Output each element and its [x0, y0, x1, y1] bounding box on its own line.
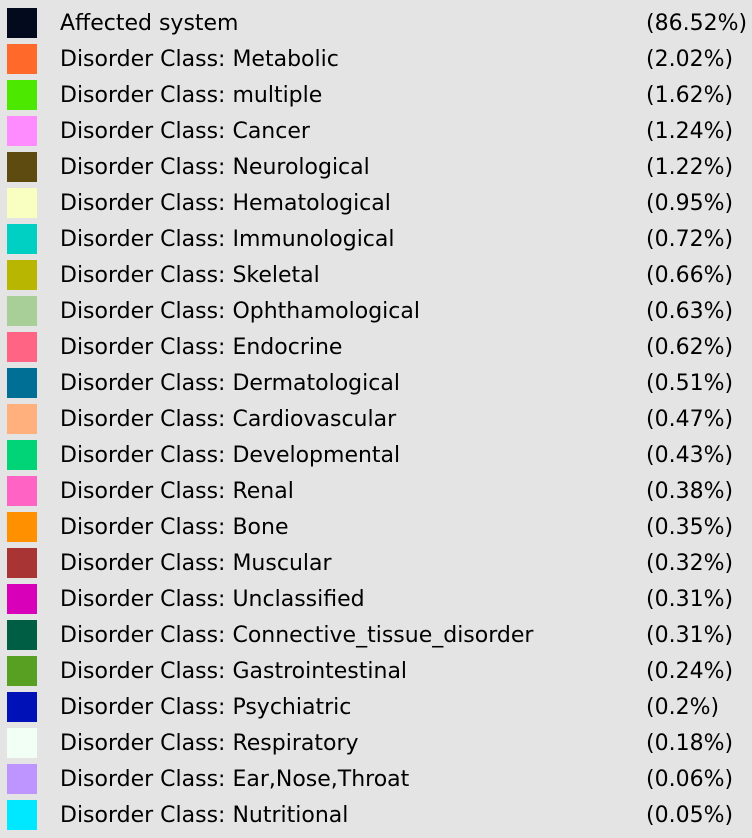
legend-item-label: Disorder Class: Metabolic	[60, 47, 339, 72]
color-swatch	[7, 188, 37, 218]
legend-item-percent: (86.52%)	[646, 11, 748, 36]
legend-item-label: Disorder Class: Ear,Nose,Throat	[60, 767, 410, 792]
color-swatch	[7, 692, 37, 722]
legend-item-percent: (0.43%)	[646, 443, 734, 468]
legend-item-label: Disorder Class: Neurological	[60, 155, 370, 180]
legend-item-percent: (0.51%)	[646, 371, 734, 396]
legend-item-percent: (0.62%)	[646, 335, 734, 360]
color-swatch	[7, 656, 37, 686]
legend-item-developmental: Disorder Class: Developmental (0.43%)	[0, 437, 752, 473]
legend-item-percent: (0.06%)	[646, 767, 734, 792]
color-swatch	[7, 764, 37, 794]
legend-item-respiratory: Disorder Class: Respiratory (0.18%)	[0, 725, 752, 761]
legend-item-percent: (2.02%)	[646, 47, 734, 72]
color-swatch	[7, 116, 37, 146]
legend-item-label: Disorder Class: Developmental	[60, 443, 401, 468]
legend-item-nutritional: Disorder Class: Nutritional (0.05%)	[0, 797, 752, 833]
color-swatch	[7, 152, 37, 182]
legend-item-percent: (0.35%)	[646, 515, 734, 540]
legend-item-label: Disorder Class: Cancer	[60, 119, 310, 144]
color-swatch	[7, 80, 37, 110]
legend-item-label: Disorder Class: Hematological	[60, 191, 391, 216]
legend-item-dermatological: Disorder Class: Dermatological (0.51%)	[0, 365, 752, 401]
legend-item-percent: (0.2%)	[646, 695, 720, 720]
color-swatch	[7, 224, 37, 254]
legend-item-percent: (0.66%)	[646, 263, 734, 288]
color-swatch	[7, 584, 37, 614]
legend-item-skeletal: Disorder Class: Skeletal (0.66%)	[0, 257, 752, 293]
legend-item-label: Disorder Class: Immunological	[60, 227, 395, 252]
legend-item-label: Disorder Class: Unclassified	[60, 587, 365, 612]
color-swatch	[7, 620, 37, 650]
legend-item-label: Disorder Class: Endocrine	[60, 335, 343, 360]
legend-item-label: Disorder Class: Gastrointestinal	[60, 659, 408, 684]
legend-item-label: Disorder Class: multiple	[60, 83, 323, 108]
legend-item-ophthamological: Disorder Class: Ophthamological (0.63%)	[0, 293, 752, 329]
legend-item-bone: Disorder Class: Bone (0.35%)	[0, 509, 752, 545]
color-swatch	[7, 296, 37, 326]
color-swatch	[7, 440, 37, 470]
legend-item-label: Disorder Class: Skeletal	[60, 263, 320, 288]
legend-item-percent: (0.47%)	[646, 407, 734, 432]
color-swatch	[7, 8, 37, 38]
color-swatch	[7, 404, 37, 434]
color-swatch	[7, 728, 37, 758]
color-swatch	[7, 260, 37, 290]
color-swatch	[7, 368, 37, 398]
legend-item-label: Disorder Class: Connective_tissue_disord…	[60, 623, 534, 648]
legend-item-percent: (1.62%)	[646, 83, 734, 108]
color-swatch	[7, 800, 37, 830]
legend-item-percent: (0.38%)	[646, 479, 734, 504]
legend-item-percent: (0.32%)	[646, 551, 734, 576]
legend-item-gastrointestinal: Disorder Class: Gastrointestinal (0.24%)	[0, 653, 752, 689]
legend-item-cancer: Disorder Class: Cancer (1.24%)	[0, 113, 752, 149]
legend-item-ear-nose-throat: Disorder Class: Ear,Nose,Throat (0.06%)	[0, 761, 752, 797]
legend-item-label: Disorder Class: Dermatological	[60, 371, 400, 396]
color-swatch	[7, 476, 37, 506]
legend-item-label: Disorder Class: Ophthamological	[60, 299, 420, 324]
legend-item-immunological: Disorder Class: Immunological (0.72%)	[0, 221, 752, 257]
legend-item-label: Disorder Class: Nutritional	[60, 803, 349, 828]
legend-item-cardiovascular: Disorder Class: Cardiovascular (0.47%)	[0, 401, 752, 437]
legend-item-connective-tissue-disorder: Disorder Class: Connective_tissue_disord…	[0, 617, 752, 653]
legend-item-percent: (0.24%)	[646, 659, 734, 684]
legend-item-percent: (0.18%)	[646, 731, 734, 756]
legend-item-percent: (1.22%)	[646, 155, 734, 180]
legend-item-hematological: Disorder Class: Hematological (0.95%)	[0, 185, 752, 221]
legend-item-percent: (0.72%)	[646, 227, 734, 252]
legend-item-label: Disorder Class: Renal	[60, 479, 294, 504]
color-swatch	[7, 548, 37, 578]
legend-item-percent: (0.95%)	[646, 191, 734, 216]
color-swatch	[7, 44, 37, 74]
legend-item-psychiatric: Disorder Class: Psychiatric (0.2%)	[0, 689, 752, 725]
legend-item-label: Affected system	[60, 11, 239, 36]
legend-item-metabolic: Disorder Class: Metabolic (2.02%)	[0, 41, 752, 77]
legend-item-label: Disorder Class: Bone	[60, 515, 289, 540]
legend-item-multiple: Disorder Class: multiple (1.62%)	[0, 77, 752, 113]
legend-item-unclassified: Disorder Class: Unclassified (0.31%)	[0, 581, 752, 617]
legend-item-percent: (0.31%)	[646, 587, 734, 612]
legend-item-affected-system: Affected system (86.52%)	[0, 5, 752, 41]
legend-item-endocrine: Disorder Class: Endocrine (0.62%)	[0, 329, 752, 365]
legend-item-label: Disorder Class: Psychiatric	[60, 695, 352, 720]
color-swatch	[7, 332, 37, 362]
legend-item-percent: (0.63%)	[646, 299, 734, 324]
legend-item-neurological: Disorder Class: Neurological (1.22%)	[0, 149, 752, 185]
legend-item-label: Disorder Class: Cardiovascular	[60, 407, 397, 432]
legend-item-percent: (0.05%)	[646, 803, 734, 828]
legend-item-label: Disorder Class: Muscular	[60, 551, 332, 576]
legend-item-label: Disorder Class: Respiratory	[60, 731, 359, 756]
legend-item-percent: (1.24%)	[646, 119, 734, 144]
legend-item-renal: Disorder Class: Renal (0.38%)	[0, 473, 752, 509]
color-swatch	[7, 512, 37, 542]
legend-item-percent: (0.31%)	[646, 623, 734, 648]
legend-item-muscular: Disorder Class: Muscular (0.32%)	[0, 545, 752, 581]
